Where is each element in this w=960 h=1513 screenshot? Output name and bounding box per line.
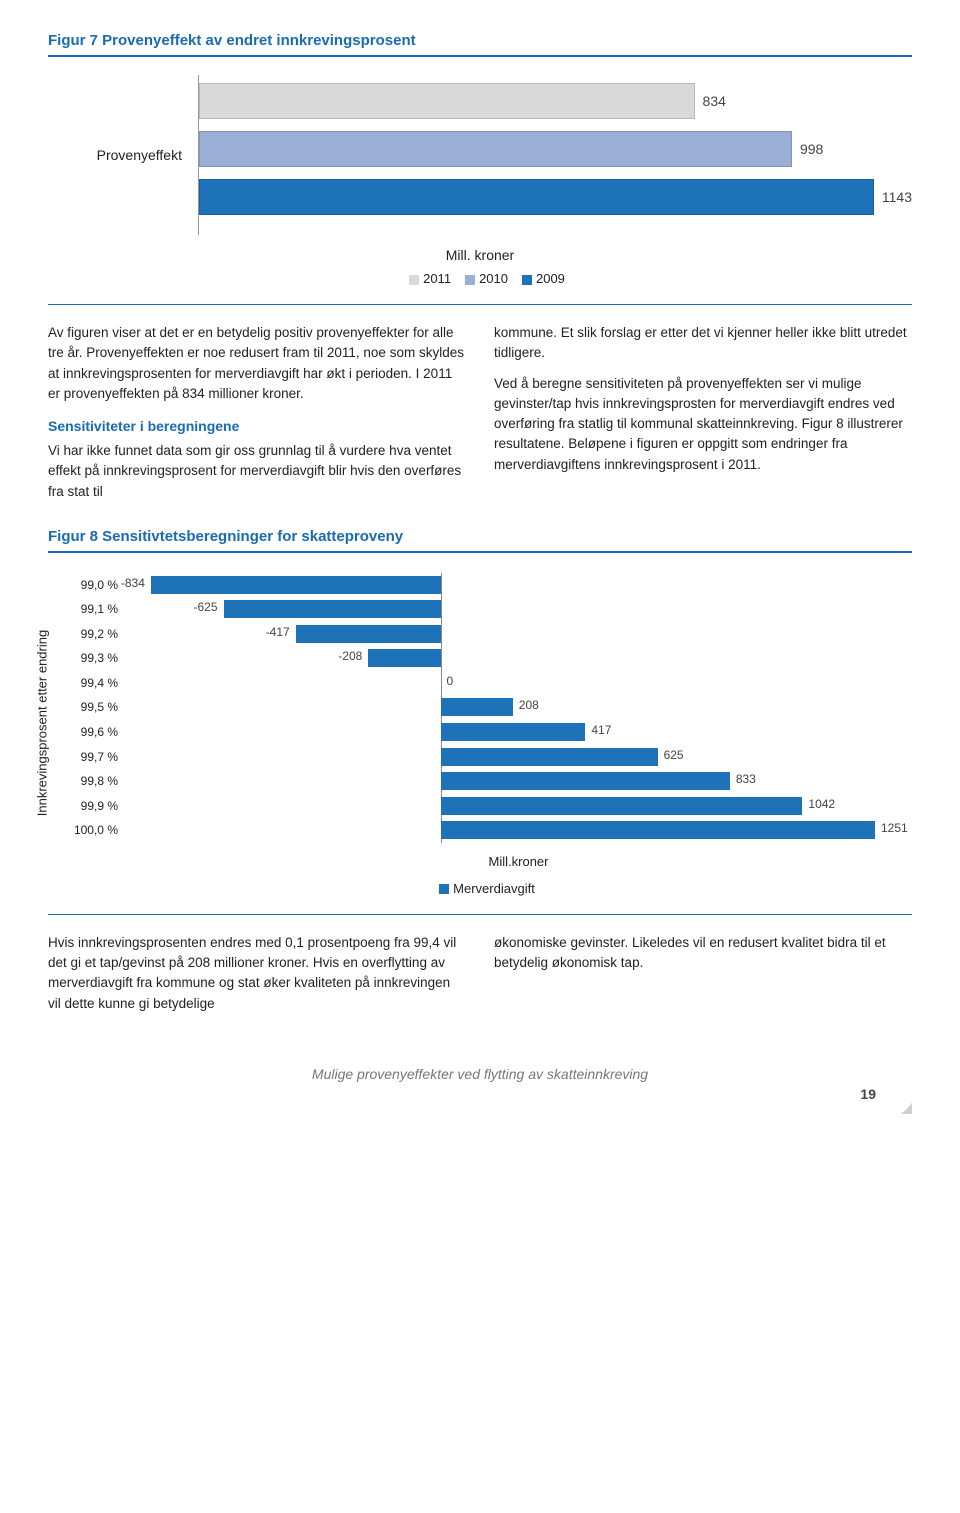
fig8-bar [441, 797, 803, 815]
fig8-category: 99,1 % [68, 602, 118, 616]
fig8-bar-value: 417 [591, 723, 611, 737]
fig8-category: 99,7 % [68, 750, 118, 764]
fig8-row: 99,9 %1042 [128, 794, 892, 818]
closing-right: økonomiske gevinster. Likeledes vil en r… [494, 933, 912, 974]
fig8-row: 99,7 %625 [128, 745, 892, 769]
figure-7-bottom-rule [48, 304, 912, 305]
figure-8-chart: Innkrevingsprosent etter endring 99,0 %-… [48, 573, 912, 873]
fig8-row: 99,8 %833 [128, 769, 892, 793]
legend-label: 2010 [479, 271, 508, 286]
body-left-subhead: Sensitiviteter i beregningene [48, 416, 466, 437]
fig8-row: 99,0 %-834 [128, 573, 892, 597]
fig8-bar-value: 1042 [808, 797, 835, 811]
body-left-p1: Av figuren viser at det er en betydelig … [48, 323, 466, 404]
fig8-bar-value: 833 [736, 772, 756, 786]
fig7-bar [199, 179, 874, 215]
fig8-category: 100,0 % [68, 823, 118, 837]
fig8-category: 99,6 % [68, 725, 118, 739]
closing-columns: Hvis innkrevingsprosenten endres med 0,1… [48, 933, 912, 1014]
fig8-row: 99,1 %-625 [128, 597, 892, 621]
fig8-category: 99,8 % [68, 774, 118, 788]
fig7-legend: 2011 2010 2009 [48, 271, 912, 286]
fig7-bar-row: 834 [199, 79, 912, 123]
fig7-bar [199, 131, 792, 167]
fig8-bar [296, 625, 441, 643]
fig8-bar-value: -834 [121, 576, 145, 590]
fig8-row: 99,2 %-417 [128, 622, 892, 646]
fig8-category: 99,9 % [68, 799, 118, 813]
fig8-bar [224, 600, 441, 618]
fig8-bar [368, 649, 440, 667]
fig8-row: 99,3 %-208 [128, 646, 892, 670]
fig8-legend: Merverdiavgift [48, 881, 912, 896]
fig8-bar [151, 576, 441, 594]
fig8-row: 100,0 %1251 [128, 818, 892, 842]
fig7-category-label: Provenyeffekt [48, 147, 198, 163]
footer-text: Mulige provenyeffekter ved flytting av s… [48, 1054, 912, 1082]
legend-swatch [409, 275, 419, 285]
page-footer: Mulige provenyeffekter ved flytting av s… [48, 1054, 912, 1114]
fig8-bar-value: -417 [266, 625, 290, 639]
fig8-row: 99,4 %0 [128, 671, 892, 695]
fig7-bar [199, 83, 695, 119]
fig8-bar [441, 821, 875, 839]
fig8-row: 99,6 %417 [128, 720, 892, 744]
fig8-bar-value: -625 [193, 600, 217, 614]
fig8-bar-value: 208 [519, 698, 539, 712]
footer-decoration [852, 1060, 912, 1114]
fig8-bar-value: 1251 [881, 821, 908, 835]
legend-label: 2011 [423, 271, 451, 286]
figure-7-rule [48, 55, 912, 57]
fig8-row: 99,5 %208 [128, 695, 892, 719]
fig8-category: 99,4 % [68, 676, 118, 690]
fig7-bar-value: 1143 [882, 189, 912, 205]
fig8-ylabel: Innkrevingsprosent etter endring [35, 630, 50, 816]
legend-swatch [465, 275, 475, 285]
fig8-xlabel: Mill.kroner [489, 854, 549, 869]
fig7-bar-value: 998 [800, 141, 823, 157]
fig8-category: 99,3 % [68, 651, 118, 665]
figure-7-title: Figur 7 Provenyeffekt av endret innkrevi… [48, 32, 912, 49]
body-left-p2: Vi har ikke funnet data som gir oss grun… [48, 441, 466, 502]
fig8-bar [441, 723, 586, 741]
figure-8-rule [48, 551, 912, 553]
fig8-bar-value: 625 [664, 748, 684, 762]
body-columns: Av figuren viser at det er en betydelig … [48, 323, 912, 502]
fig7-bar-row: 1143 [199, 175, 912, 219]
figure-8-title: Figur 8 Sensitivtetsberegninger for skat… [48, 528, 912, 545]
fig8-bar [441, 772, 730, 790]
figure-7-chart: Provenyeffekt 834 998 1143 Mill. kroner 20… [48, 75, 912, 286]
fig8-category: 99,2 % [68, 627, 118, 641]
fig8-category: 99,0 % [68, 578, 118, 592]
figure-8-bottom-rule [48, 914, 912, 915]
fig8-bar-value: 0 [447, 674, 454, 688]
fig7-xlabel: Mill. kroner [48, 247, 912, 263]
body-right-p2: Ved å beregne sensitiviteten på provenye… [494, 374, 912, 475]
fig7-bar-row: 998 [199, 127, 912, 171]
fig7-bar-value: 834 [703, 93, 726, 109]
fig8-category: 99,5 % [68, 700, 118, 714]
body-right-p1: kommune. Et slik forslag er etter det vi… [494, 323, 912, 364]
legend-swatch [522, 275, 532, 285]
fig8-bar-value: -208 [338, 649, 362, 663]
fig8-bar [441, 748, 658, 766]
fig8-bar [441, 698, 513, 716]
closing-left: Hvis innkrevingsprosenten endres med 0,1… [48, 933, 466, 1014]
legend-label: 2009 [536, 271, 565, 286]
